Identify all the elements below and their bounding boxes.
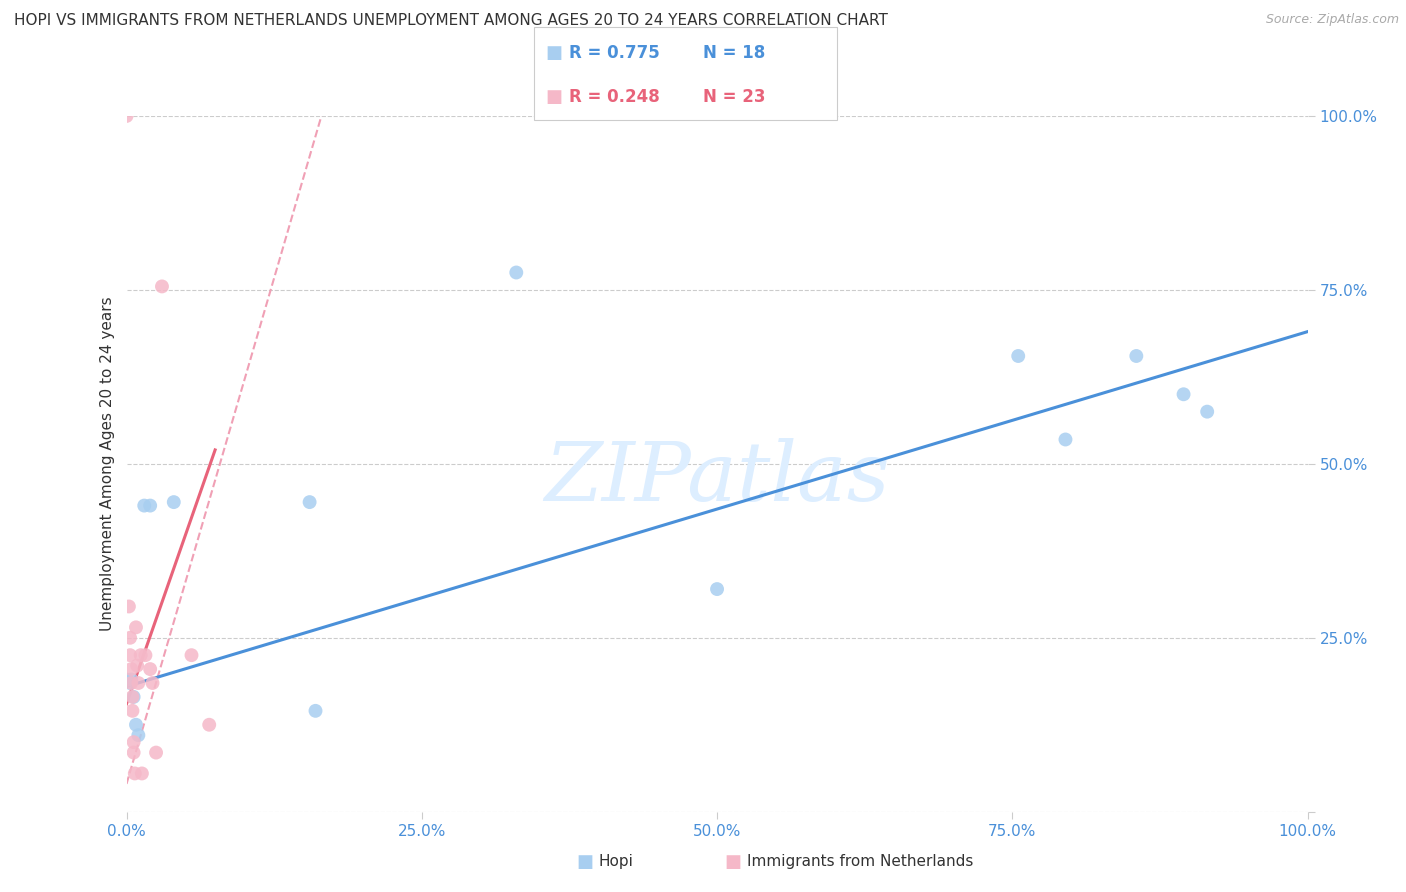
Point: [1007, 349, 1029, 363]
Point: [120, 676, 142, 690]
Point: [125, 717, 148, 731]
Point: [120, 673, 142, 687]
Text: HOPI VS IMMIGRANTS FROM NETHERLANDS UNEMPLOYMENT AMONG AGES 20 TO 24 YEARS CORRE: HOPI VS IMMIGRANTS FROM NETHERLANDS UNEM…: [14, 13, 889, 29]
Point: [122, 735, 145, 749]
Y-axis label: Unemployment Among Ages 20 to 24 years: Unemployment Among Ages 20 to 24 years: [100, 296, 115, 632]
Point: [120, 662, 142, 676]
Text: ■: ■: [546, 44, 562, 62]
Text: R = 0.248: R = 0.248: [569, 88, 661, 106]
Point: [1173, 387, 1195, 401]
Point: [198, 717, 221, 731]
Point: [134, 648, 156, 662]
Point: [120, 676, 142, 690]
Point: [163, 495, 186, 509]
Point: [115, 673, 138, 687]
Point: [120, 648, 142, 662]
Point: [125, 620, 148, 634]
Text: N = 23: N = 23: [703, 88, 765, 106]
Point: [121, 704, 143, 718]
Point: [134, 499, 156, 513]
Text: ■: ■: [576, 853, 593, 871]
Point: [120, 631, 142, 645]
Point: [121, 690, 143, 704]
Point: [127, 658, 149, 673]
Point: [304, 704, 326, 718]
Text: N = 18: N = 18: [703, 44, 765, 62]
Point: [139, 662, 162, 676]
Point: [1054, 433, 1077, 447]
Point: [127, 676, 149, 690]
Point: [129, 648, 152, 662]
Point: [505, 266, 527, 280]
Point: [150, 279, 173, 293]
Point: [131, 766, 153, 780]
Text: Hopi: Hopi: [599, 855, 634, 869]
Text: ■: ■: [724, 853, 741, 871]
Point: [141, 676, 163, 690]
Text: ■: ■: [546, 88, 562, 106]
Text: Immigrants from Netherlands: Immigrants from Netherlands: [747, 855, 973, 869]
Point: [180, 648, 202, 662]
Point: [127, 728, 149, 742]
Point: [1197, 405, 1219, 419]
Point: [124, 766, 146, 780]
Point: [706, 582, 728, 596]
Point: [298, 495, 321, 509]
Point: [139, 499, 162, 513]
Point: [122, 690, 145, 704]
Text: ZIPatlas: ZIPatlas: [544, 438, 890, 517]
Point: [1125, 349, 1147, 363]
Point: [145, 746, 167, 760]
Point: [115, 109, 138, 123]
Point: [118, 599, 141, 614]
Text: Source: ZipAtlas.com: Source: ZipAtlas.com: [1265, 13, 1399, 27]
Point: [122, 746, 145, 760]
Text: R = 0.775: R = 0.775: [569, 44, 661, 62]
